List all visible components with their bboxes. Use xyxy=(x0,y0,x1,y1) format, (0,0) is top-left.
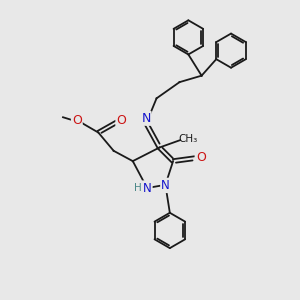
Text: O: O xyxy=(196,151,206,164)
Text: N: N xyxy=(143,182,152,194)
Text: O: O xyxy=(72,114,82,127)
Text: N: N xyxy=(161,179,170,192)
Text: N: N xyxy=(141,112,151,125)
Text: H: H xyxy=(134,183,142,193)
Text: O: O xyxy=(116,114,126,127)
Text: CH₃: CH₃ xyxy=(179,134,198,144)
